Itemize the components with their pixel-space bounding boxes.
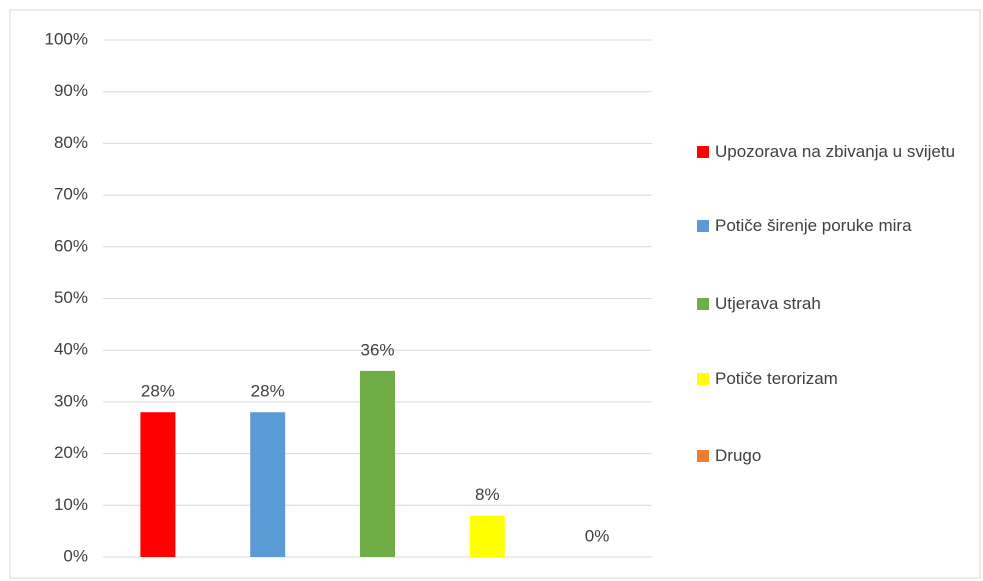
bar: [250, 412, 286, 557]
legend-label: Potiče širenje poruke mira: [715, 216, 912, 235]
legend-swatch: [697, 373, 709, 385]
value-label: 0%: [585, 526, 610, 545]
value-label: 8%: [475, 485, 500, 504]
legend-swatch: [697, 220, 709, 232]
legend-label: Upozorava na zbivanja u svijetu: [715, 142, 956, 161]
value-label: 36%: [360, 340, 394, 359]
y-tick-label: 10%: [54, 495, 88, 514]
legend-label: Drugo: [715, 446, 762, 465]
y-tick-label: 30%: [54, 391, 88, 410]
legend-item: Utjerava strah: [697, 290, 967, 317]
bar: [140, 412, 176, 557]
y-tick-label: 90%: [54, 81, 88, 100]
legend-label: Potiče terorizam: [715, 369, 838, 388]
y-tick-label: 0%: [63, 546, 88, 565]
value-label: 28%: [141, 382, 175, 401]
y-tick-label: 70%: [54, 185, 88, 204]
bar: [360, 370, 395, 557]
y-tick-label: 100%: [45, 29, 88, 48]
legend-item: Drugo: [697, 442, 967, 469]
legend-item: Upozorava na zbivanja u svijetu: [697, 138, 967, 165]
value-label: 28%: [251, 382, 285, 401]
bar: [469, 515, 505, 557]
legend-swatch: [697, 146, 709, 158]
legend-swatch: [697, 450, 709, 462]
legend-item: Potiče širenje poruke mira: [697, 212, 967, 239]
legend-swatch: [697, 298, 709, 310]
y-tick-label: 60%: [54, 236, 88, 255]
chart-border: [9, 9, 981, 579]
legend-label: Utjerava strah: [715, 294, 821, 313]
legend-item: Potiče terorizam: [697, 365, 967, 392]
y-tick-label: 20%: [54, 443, 88, 462]
y-tick-label: 50%: [54, 288, 88, 307]
y-tick-label: 40%: [54, 340, 88, 359]
y-tick-label: 80%: [54, 133, 88, 152]
